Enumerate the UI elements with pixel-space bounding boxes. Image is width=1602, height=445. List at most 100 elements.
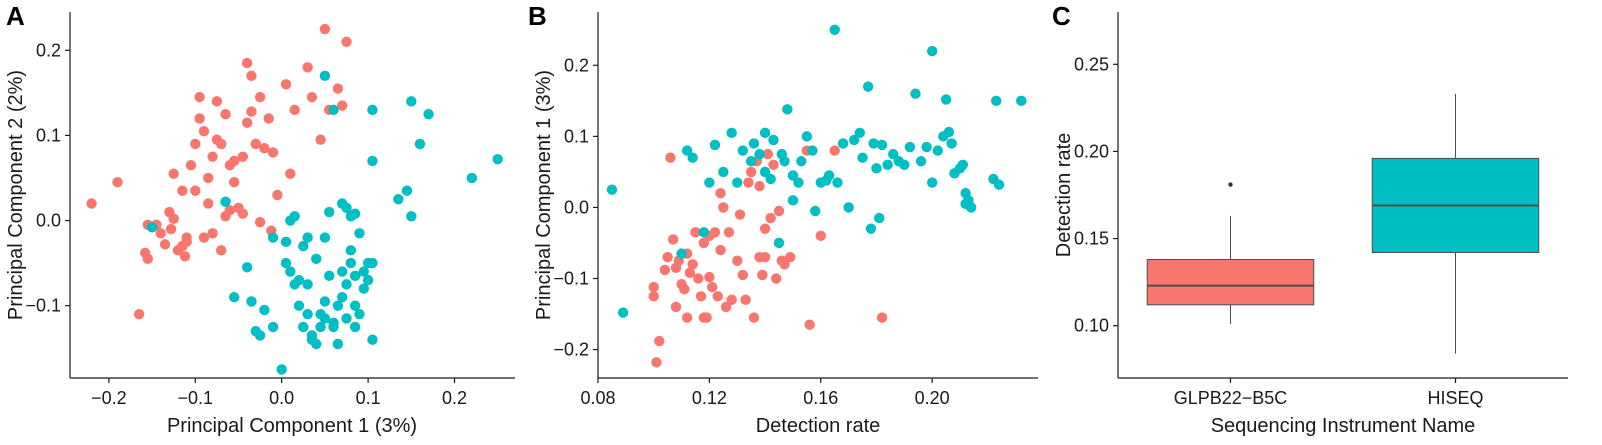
x-tick-label: 0.20 (915, 388, 950, 408)
scatter-point (946, 138, 957, 149)
scatter-point (336, 198, 348, 209)
scatter-point (298, 321, 309, 333)
scatter-point (241, 117, 253, 128)
scatter-point (228, 155, 240, 167)
scatter-point (285, 168, 296, 179)
scatter-point (254, 330, 266, 341)
scatter-point (670, 301, 682, 313)
scatter-point (354, 228, 365, 239)
scatter-point (216, 245, 227, 256)
scatter-point (915, 156, 927, 167)
scatter-point (276, 364, 287, 375)
scatter-point (796, 156, 807, 167)
panel-c-y-ticks: 0.10 0.15 0.20 0.25 (1074, 54, 1118, 336)
scatter-point (259, 142, 270, 154)
y-tick-label: 0.10 (1074, 316, 1109, 336)
y-tick-label: 0.20 (1074, 141, 1109, 161)
scatter-point (345, 245, 357, 256)
scatter-point (358, 283, 369, 294)
scatter-point (194, 91, 205, 103)
y-tick-label: 0.0 (36, 211, 61, 231)
scatter-point (854, 127, 865, 139)
scatter-point (237, 208, 249, 219)
scatter-point (887, 148, 899, 160)
scatter-point (698, 227, 710, 238)
scatter-point (211, 134, 223, 145)
scatter-point (684, 267, 696, 279)
scatter-point (712, 291, 723, 302)
scatter-point (254, 217, 266, 228)
scatter-point (358, 266, 369, 277)
scatter-point (904, 141, 916, 153)
scatter-point (198, 125, 210, 137)
scatter-point (765, 212, 776, 224)
scatter-point (882, 159, 893, 170)
scatter-point (757, 269, 768, 281)
scatter-point (198, 232, 210, 243)
x-tick-label: −0.1 (178, 388, 214, 408)
scatter-point (302, 62, 313, 73)
y-tick-label: 0.2 (564, 55, 589, 75)
scatter-point (423, 108, 434, 120)
scatter-point (319, 296, 331, 307)
scatter-point (748, 138, 760, 149)
scatter-point (324, 206, 335, 218)
y-tick-label: 0.1 (564, 126, 589, 146)
panel-c-x-title: Sequencing Instrument Name (1211, 415, 1476, 437)
scatter-point (957, 159, 969, 170)
scatter-point (701, 312, 712, 323)
scatter-point (940, 94, 952, 105)
scatter-point (302, 308, 313, 320)
scatter-point (832, 177, 843, 188)
y-tick-label: 0.1 (36, 125, 61, 145)
scatter-point (298, 240, 309, 252)
panel-c-boxes (1146, 93, 1540, 354)
scatter-point (693, 273, 704, 284)
scatter-point (726, 127, 737, 139)
scatter-point (311, 338, 322, 350)
scatter-point (829, 145, 840, 156)
scatter-point (165, 223, 177, 235)
scatter-point (765, 173, 776, 185)
scatter-point (745, 166, 757, 178)
panel-b-y-title: Principal Component 1 (3%) (533, 70, 555, 320)
scatter-point (768, 134, 779, 146)
scatter-point (932, 145, 943, 156)
scatter-point (492, 154, 503, 165)
x-tick-label: −0.2 (91, 388, 127, 408)
scatter-point (779, 156, 790, 167)
scatter-point (857, 152, 868, 163)
scatter-point (393, 194, 404, 205)
scatter-point (367, 334, 378, 345)
scatter-point (659, 264, 671, 276)
scatter-point (807, 145, 818, 156)
scatter-point (849, 134, 860, 146)
y-tick-label: −0.1 (553, 269, 589, 289)
scatter-point (843, 202, 854, 213)
scatter-point (466, 172, 477, 184)
scatter-point (133, 308, 145, 320)
scatter-point (332, 83, 344, 94)
scatter-point (773, 237, 785, 249)
scatter-point (737, 269, 749, 281)
scatter-point (695, 291, 707, 302)
panel-b: B 0.08 0.12 0.16 0.20 −0.2 −0.1 0.0 0.1 0.2 Det… (528, 1, 1038, 437)
scatter-point (704, 177, 715, 188)
scatter-point (285, 266, 296, 277)
scatter-point (679, 283, 690, 295)
scatter-point (414, 138, 426, 150)
scatter-point (862, 81, 874, 92)
scatter-point (293, 300, 305, 311)
scatter-point (302, 232, 313, 243)
scatter-point (250, 138, 261, 150)
scatter-point (177, 185, 188, 196)
scatter-point (280, 257, 292, 269)
scatter-point (280, 236, 292, 248)
scatter-point (773, 205, 785, 217)
y-tick-label: 0.0 (564, 197, 589, 217)
x-tick-label: 0.1 (356, 388, 381, 408)
scatter-point (267, 232, 279, 243)
scatter-point (220, 211, 231, 222)
scatter-point (876, 312, 888, 323)
scatter-point (220, 108, 231, 120)
